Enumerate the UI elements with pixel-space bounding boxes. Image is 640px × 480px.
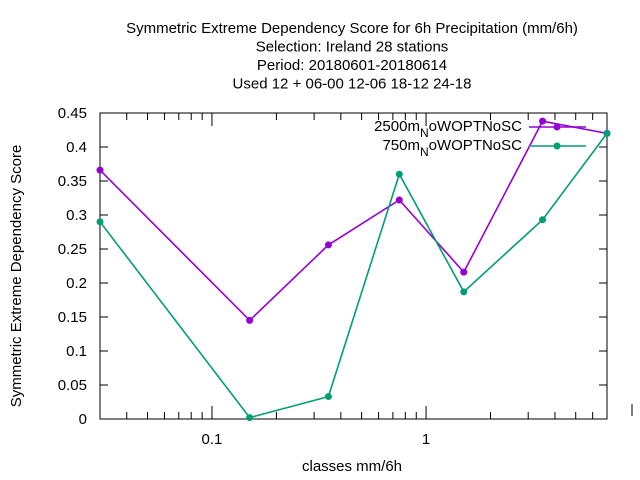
x-tick-label: 0.1 — [202, 431, 223, 448]
legend-label: 2500mNoWOPTNoSC — [374, 118, 522, 140]
legend-swatch-point — [553, 142, 561, 150]
data-point — [395, 170, 403, 178]
y-tick-label: 0.45 — [58, 105, 87, 122]
y-axis-title: Symmetric Extreme Dependency Score — [8, 145, 25, 408]
title-line: Symmetric Extreme Dependency Score for 6… — [126, 20, 578, 37]
y-tick-label: 0.1 — [66, 343, 87, 360]
legend-label-sub: N — [420, 145, 429, 159]
data-point — [324, 241, 332, 249]
x-axis-title: classes mm/6h — [302, 458, 402, 475]
y-tick-label: 0.35 — [58, 173, 87, 190]
legend-label: 750mNoWOPTNoSC — [382, 137, 522, 159]
data-point — [603, 129, 611, 137]
title-line: Period: 20180601-20180614 — [257, 57, 447, 74]
series-0 — [96, 117, 611, 324]
legend-label-rest: oWOPTNoSC — [429, 137, 523, 154]
y-tick-label: 0.15 — [58, 309, 87, 326]
legend-label-sub: N — [420, 126, 429, 140]
series-line — [99, 120, 608, 322]
series-1 — [96, 129, 611, 422]
data-point — [395, 196, 403, 204]
data-point — [246, 316, 254, 324]
legend-swatch-point — [553, 123, 561, 131]
plot-frame — [99, 112, 608, 420]
data-point — [460, 288, 468, 296]
legend-label-rest: oWOPTNoSC — [429, 118, 523, 135]
data-point — [460, 268, 468, 276]
y-tick-label: 0.3 — [66, 207, 87, 224]
y-tick-label: 0 — [79, 411, 87, 428]
y-tick-label: 0.05 — [58, 377, 87, 394]
legend-label-main: 2500m — [374, 118, 420, 135]
data-point — [324, 393, 332, 401]
data-point — [96, 218, 104, 226]
series-line — [99, 132, 608, 419]
data-point — [96, 166, 104, 174]
legend-label-main: 750m — [382, 137, 420, 154]
title-line: Used 12 + 06-00 12-06 18-12 24-18 — [233, 76, 472, 93]
data-point — [539, 216, 547, 224]
x-tick-label: 1 — [422, 431, 430, 448]
y-tick-label: 0.25 — [58, 241, 87, 258]
chart-title: Symmetric Extreme Dependency Score for 6… — [126, 20, 578, 93]
data-point — [539, 117, 547, 125]
title-line: Selection: Ireland 28 stations — [256, 39, 449, 56]
y-tick-label: 0.4 — [66, 139, 87, 156]
y-tick-label: 0.2 — [66, 275, 87, 292]
data-point — [246, 414, 254, 422]
